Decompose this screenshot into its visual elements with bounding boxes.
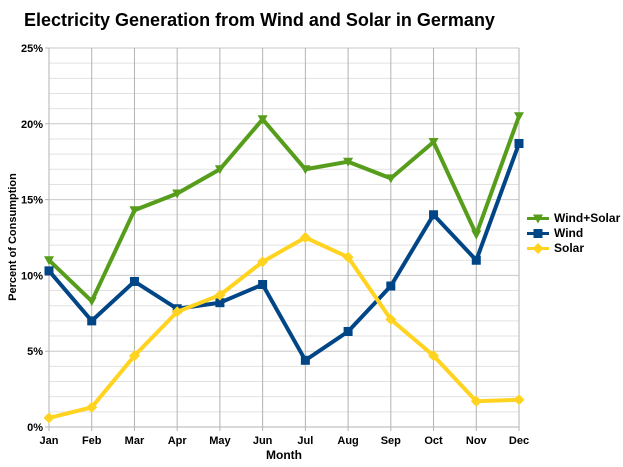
series-marker-solar [43, 412, 55, 424]
series-marker-solar [470, 395, 482, 407]
series-marker-solar [214, 289, 226, 301]
series-marker-solar [385, 313, 397, 325]
series-wind-solar [44, 112, 524, 307]
series-marker-solar [428, 350, 440, 362]
y-tick-label: 20% [21, 119, 43, 131]
series-marker-wind [300, 355, 310, 365]
legend-marker-icon [533, 229, 543, 238]
legend-label: Solar [554, 241, 585, 255]
y-tick-label: 10% [21, 270, 43, 282]
x-tick-label: Feb [82, 435, 102, 447]
series-marker-wind [386, 281, 396, 291]
x-tick-label: Jun [253, 435, 273, 447]
legend-item-solar: Solar [526, 241, 620, 256]
x-tick-label: Jan [40, 435, 59, 447]
x-tick-label: Dec [509, 435, 529, 447]
series-marker-wind-solar [172, 189, 183, 199]
x-tick-label: Aug [337, 435, 358, 447]
series-marker-wind-solar [129, 206, 140, 216]
series-line-solar [48, 235, 520, 420]
series-marker-wind-solar [514, 112, 524, 122]
x-tick-label: Apr [168, 435, 188, 447]
series-marker-wind [471, 255, 481, 265]
series-marker-wind [87, 316, 97, 326]
x-tick-label: Jul [297, 435, 313, 447]
series-marker-wind-solar [343, 157, 354, 167]
legend-swatch-solar-icon [527, 243, 549, 254]
y-axis-title: Percent of Consumption [7, 173, 19, 301]
series-marker-wind-solar [257, 115, 268, 125]
series-marker-wind-solar [471, 230, 482, 240]
legend-item-wind-solar: Wind+Solar [526, 211, 620, 226]
series-marker-wind-solar [385, 174, 396, 184]
series-line-wind [47, 142, 521, 364]
series-marker-wind-solar [428, 137, 439, 147]
y-tick-label: 0% [27, 422, 43, 434]
x-tick-label: Nov [466, 435, 488, 447]
legend-marker-icon [532, 243, 544, 254]
x-tick-label: May [209, 435, 231, 447]
series-marker-solar [513, 394, 525, 406]
legend-item-wind: Wind [526, 226, 620, 241]
x-tick-label: Mar [125, 435, 145, 447]
y-tick-label: 15% [21, 195, 43, 207]
series-marker-solar [171, 306, 183, 318]
series-marker-wind [258, 279, 268, 289]
x-tick-label: Oct [424, 435, 443, 447]
series-marker-wind [44, 266, 54, 276]
y-tick-label: 5% [27, 346, 43, 358]
legend-swatch-wind-solar-icon [527, 214, 549, 224]
series-marker-wind-solar [86, 297, 97, 307]
series-solar [43, 232, 525, 424]
series-marker-solar [86, 401, 98, 413]
y-tick-label: 25% [21, 43, 43, 55]
chart-title: Electricity Generation from Wind and Sol… [24, 10, 495, 30]
series-marker-solar [257, 256, 269, 268]
series-marker-solar [299, 232, 311, 243]
legend-marker-icon [533, 214, 543, 224]
series-marker-wind-solar [214, 165, 225, 175]
legend-swatch-wind-icon [527, 229, 549, 238]
legend: Wind+Solar Wind Solar [526, 211, 620, 256]
legend-label: Wind+Solar [554, 211, 621, 225]
series-marker-wind [129, 276, 139, 286]
x-tick-label: Sep [381, 435, 401, 447]
series-marker-wind [514, 139, 524, 149]
series-marker-wind [215, 298, 225, 308]
series-line-wind-solar [47, 115, 521, 305]
legend-label: Wind [554, 226, 584, 240]
series-wind [44, 139, 524, 365]
series-marker-solar [342, 251, 354, 263]
series-marker-wind [343, 326, 353, 336]
series-marker-wind-solar [300, 165, 311, 175]
series-marker-wind [429, 210, 439, 220]
x-axis-title: Month [266, 448, 302, 462]
series-marker-wind-solar [44, 256, 54, 266]
series-marker-solar [128, 350, 140, 362]
